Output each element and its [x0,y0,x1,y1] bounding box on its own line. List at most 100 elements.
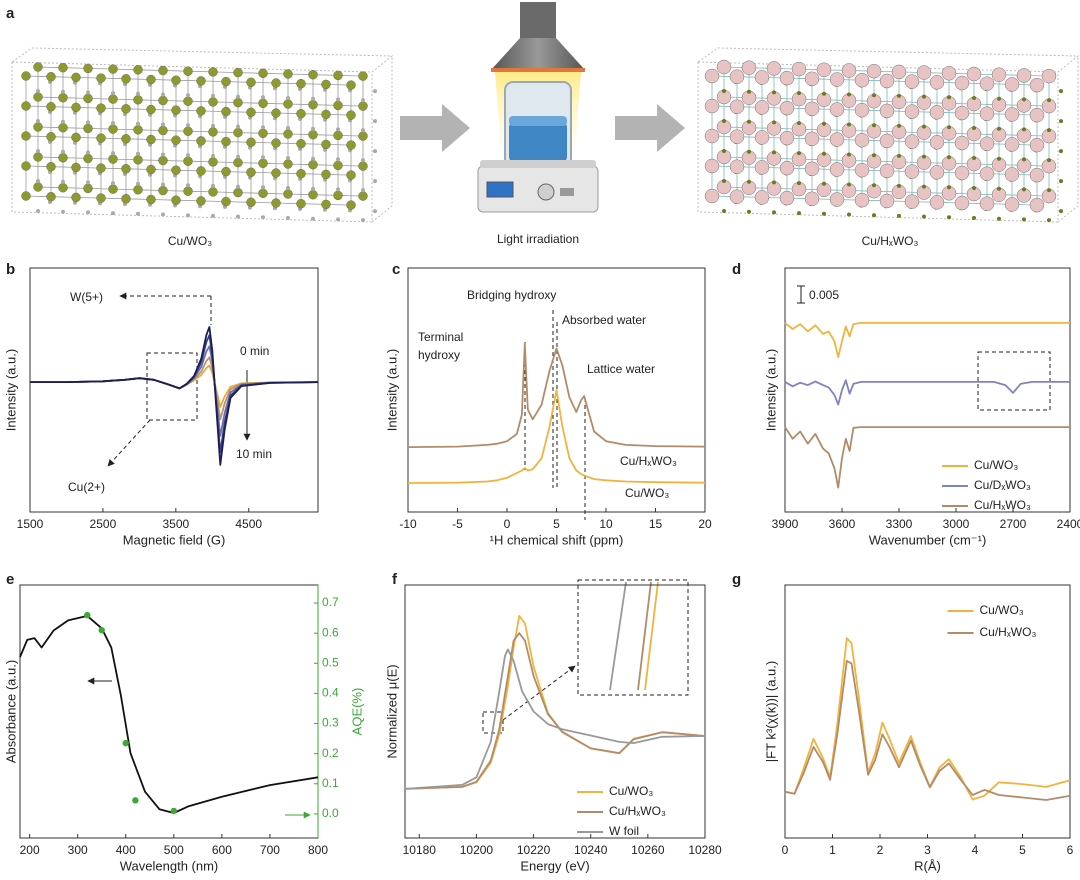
atom [954,195,970,211]
atom [847,182,851,187]
atom [296,168,306,179]
x-tick-label: 500 [164,843,184,857]
atom [804,131,820,147]
y2-tick-label: 0.6 [322,625,339,639]
atom [722,89,726,93]
atom [346,80,356,90]
atom [261,185,265,190]
atom [797,121,801,126]
annotation: Cu(2+) [68,480,105,494]
legend-label: Cu/HₓWO₃ [980,625,1037,639]
atom [286,156,290,160]
atom [171,135,181,145]
atom [86,120,90,125]
series-line [30,345,319,437]
x-axis-label: R(Å) [914,858,941,873]
atom [133,155,143,165]
atom [21,101,31,111]
x-tick-label: 3 [924,843,931,857]
atom [754,100,770,115]
x-tick-label: 3600 [829,517,856,531]
atom [822,211,826,216]
atom [1059,119,1063,124]
atom [233,67,243,78]
atom [947,215,951,220]
atom [972,186,976,190]
x-tick-label: 10220 [517,843,551,857]
x-tick-label: 15 [649,517,663,531]
atom [1041,68,1057,84]
plot-frame [784,584,1071,839]
x-tick-label: 1500 [17,517,44,531]
atom [196,136,206,146]
annotation: 0 min [240,344,269,358]
x-tick-label: 700 [260,843,280,857]
atom [754,70,770,85]
atom [754,130,770,145]
atom [346,200,356,210]
atom [373,209,377,214]
atom [133,65,143,75]
atom [158,185,168,196]
atom [271,78,281,88]
atom [722,179,726,183]
atom [161,122,165,127]
annotation: 0.005 [809,288,839,302]
x-tick-label: 2700 [1000,517,1027,531]
atom [804,191,820,207]
atom [208,127,218,137]
atom [897,213,901,218]
atom [108,94,118,104]
atom [722,209,726,213]
atom [133,125,143,135]
inset-curves [609,581,659,691]
panel-letter: c [392,261,400,278]
atom [133,185,143,195]
atom [779,190,795,206]
atom [866,63,882,79]
atom [997,216,1001,221]
atom [171,105,181,115]
atom [772,120,776,125]
atom [283,159,293,169]
x-tick-label: 200 [20,843,40,857]
atom [1004,77,1020,92]
atom [1047,218,1051,223]
atom [121,194,131,204]
atom [361,128,365,133]
atom [1004,197,1020,212]
legend-label: Cu/WO₃ [609,784,653,798]
series-label: Cu/HₓWO₃ [620,454,677,468]
atom [211,93,215,98]
atom [779,160,795,176]
atom [729,69,745,84]
atom [336,217,340,222]
atom [83,93,93,104]
atom [879,193,895,209]
atom [186,213,190,218]
series-line [30,326,319,466]
atom [879,103,895,119]
series-line [784,379,1070,406]
atom [1029,107,1045,123]
atom [704,98,720,114]
atom [847,122,851,127]
atom [333,190,343,201]
panel-letter: e [6,571,14,588]
atom [36,89,40,93]
atom [1022,187,1026,192]
atom [321,169,331,180]
atom [947,155,951,160]
y2-tick-label: 0.7 [322,595,339,609]
atom [922,214,926,219]
atom [58,182,68,193]
atom [1059,149,1063,154]
atom [36,179,40,183]
atom [221,196,231,207]
atom [333,160,343,171]
atom [804,71,820,87]
x-tick-label: 10180 [403,843,437,857]
atom [1022,127,1026,132]
atom [133,95,143,105]
